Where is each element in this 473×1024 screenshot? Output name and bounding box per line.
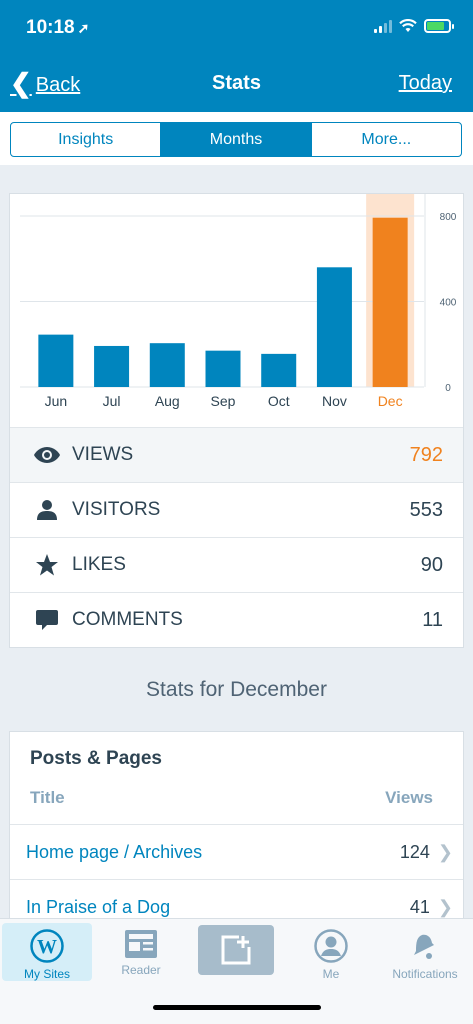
today-button[interactable]: Today (398, 72, 452, 94)
post-row[interactable]: Home page / Archives 124 ❯ (10, 824, 463, 879)
tab-label-my-sites: My Sites (23, 967, 70, 981)
post-row[interactable]: In Praise of a Dog 41 ❯ (10, 879, 463, 934)
post-title[interactable]: In Praise of a Dog (26, 896, 171, 917)
column-header-views: Views (385, 788, 433, 807)
reader-icon (125, 930, 157, 958)
tab-reader[interactable]: Reader (96, 923, 186, 981)
stat-label-views: VIEWS (72, 444, 134, 465)
tab-my-sites[interactable]: W My Sites (2, 923, 92, 981)
segmented-control: Insights Months More... (10, 122, 462, 157)
eye-icon (32, 440, 62, 470)
tab-notifications[interactable]: Notifications (380, 923, 470, 981)
new-post-button[interactable] (198, 925, 274, 975)
wifi-icon (399, 19, 417, 32)
chevron-right-icon: ❯ (437, 841, 453, 862)
page-title: Stats (212, 72, 261, 94)
stat-value-views: 792 (409, 443, 443, 466)
post-views: 124 (399, 841, 430, 862)
period-selector-bar: Insights Months More... (0, 112, 473, 165)
y-tick-label: 0 (445, 383, 451, 394)
stat-value-likes: 90 (420, 553, 443, 576)
stat-row-comments[interactable]: COMMENTS 11 (10, 592, 463, 647)
x-tick-label: Jul (103, 393, 121, 409)
tab-me[interactable]: Me (286, 923, 376, 981)
tab-label-reader: Reader (121, 963, 161, 977)
battery-icon (424, 19, 454, 33)
bar-jun (38, 334, 74, 387)
x-tick-label: Aug (155, 393, 180, 409)
segment-months[interactable]: Months (160, 123, 311, 156)
bar-aug (149, 343, 185, 387)
stat-label-likes: LIKES (72, 554, 126, 575)
star-icon (32, 550, 62, 580)
bar-dec (372, 217, 408, 387)
stats-chart-card: 0 400 800 Jun Jul Aug Sep Oct Nov Dec VIEWS 792 V… (9, 193, 464, 648)
back-label: Back (35, 74, 81, 96)
stat-label-comments: COMMENTS (72, 609, 183, 630)
bar-chart: 0 400 800 Jun Jul Aug Sep Oct Nov Dec (10, 194, 465, 426)
home-indicator (153, 1005, 321, 1010)
stat-value-visitors: 553 (409, 498, 443, 521)
tab-label-notifications: Notifications (392, 967, 458, 981)
posts-heading: Posts & Pages (30, 748, 162, 769)
x-tick-label: Dec (378, 393, 403, 409)
section-title: Stats for December (146, 678, 327, 701)
bar-oct (261, 353, 297, 387)
person-icon (32, 495, 62, 525)
stat-label-visitors: VISITORS (72, 499, 161, 520)
x-tick-label: Oct (268, 393, 290, 409)
status-time: 10:18 ➚ (26, 17, 89, 39)
x-tick-label: Jun (45, 393, 68, 409)
avatar-icon (314, 929, 348, 963)
bar-jul (94, 345, 130, 387)
svg-text:W: W (37, 936, 57, 958)
chevron-left-icon: ❮ (10, 68, 32, 98)
bar-nov (316, 267, 352, 387)
chevron-right-icon: ❯ (437, 896, 453, 917)
comment-icon (32, 605, 62, 635)
post-title[interactable]: Home page / Archives (26, 841, 203, 862)
wordpress-icon: W (30, 929, 64, 963)
x-tick-label: Nov (322, 393, 347, 409)
write-icon (221, 935, 251, 965)
tab-bar: W My Sites Reader Me Notificati (0, 918, 473, 1024)
location-arrow-icon: ➚ (77, 20, 90, 36)
stat-row-likes[interactable]: LIKES 90 (10, 537, 463, 592)
segment-insights[interactable]: Insights (58, 130, 114, 148)
stat-row-visitors[interactable]: VISITORS 553 (10, 482, 463, 537)
bar-sep (205, 350, 241, 387)
navigation-bar: 10:18 ➚ ❮ Back Stats Today (0, 0, 473, 112)
chart-svg: 0 400 800 Jun Jul Aug Sep Oct Nov Dec (20, 194, 457, 409)
stat-row-views[interactable]: VIEWS 792 (10, 427, 463, 482)
cellular-signal-icon (374, 19, 392, 33)
segment-more[interactable]: More... (310, 123, 461, 156)
status-icons (374, 19, 454, 33)
y-tick-label: 800 (440, 212, 457, 223)
y-tick-label: 400 (440, 298, 457, 309)
bell-icon (414, 934, 434, 959)
clock-text: 10:18 (26, 17, 75, 38)
column-header-title: Title (30, 788, 65, 807)
back-button[interactable]: ❮ Back (10, 68, 81, 101)
x-tick-label: Sep (211, 393, 236, 409)
tab-label-me: Me (322, 967, 340, 981)
posts-pages-card: Posts & Pages Title Views Home page / Ar… (9, 731, 464, 931)
post-views: 41 (409, 896, 430, 917)
stat-value-comments: 11 (422, 608, 443, 631)
